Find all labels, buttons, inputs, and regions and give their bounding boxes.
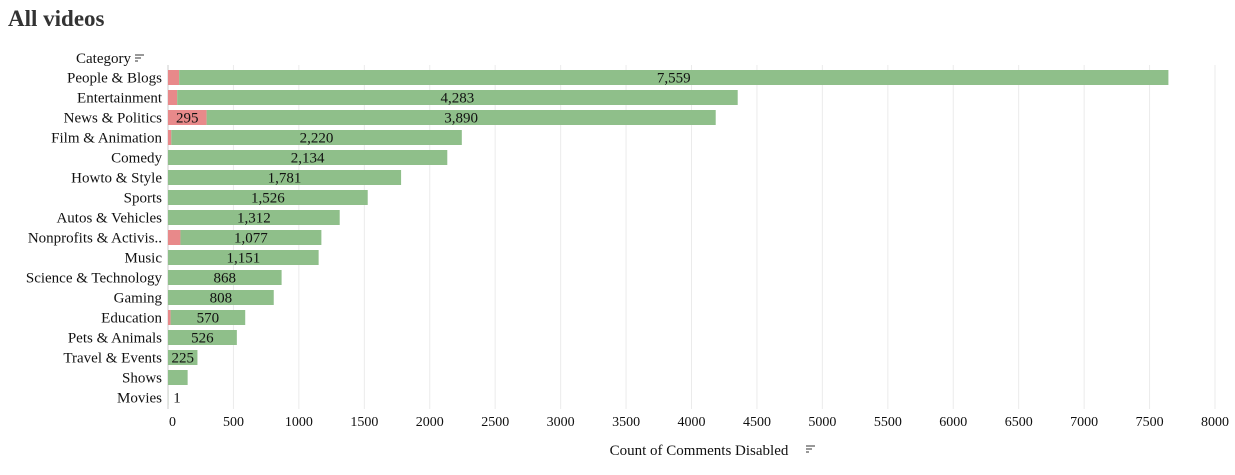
x-tick-label: 5000 bbox=[808, 415, 836, 430]
category-label: Comedy bbox=[111, 151, 162, 167]
data-label: 570 bbox=[197, 311, 220, 327]
bar-segment bbox=[168, 250, 319, 265]
category-label: Science & Technology bbox=[26, 271, 163, 287]
category-label: Shows bbox=[122, 371, 162, 387]
bar-segment bbox=[168, 110, 207, 125]
data-label: 808 bbox=[210, 291, 233, 307]
sort-icon bbox=[135, 54, 144, 62]
bar-segment bbox=[168, 190, 368, 205]
x-tick-label: 1500 bbox=[350, 415, 378, 430]
chart-title: All videos bbox=[8, 6, 105, 31]
bar-segment bbox=[168, 130, 172, 145]
data-label: 7,559 bbox=[657, 71, 691, 87]
bar-segment bbox=[168, 230, 181, 245]
bar-segment bbox=[180, 230, 322, 245]
bar-segment bbox=[168, 330, 237, 345]
x-tick-label: 3500 bbox=[612, 415, 640, 430]
bar-segment bbox=[206, 110, 716, 125]
data-label: 868 bbox=[214, 271, 237, 287]
bar-segment bbox=[168, 150, 448, 165]
data-label: 1 bbox=[173, 391, 181, 407]
x-tick-label: 2000 bbox=[416, 415, 444, 430]
category-label: Nonprofits & Activis.. bbox=[28, 231, 162, 247]
x-tick-label: 1000 bbox=[285, 415, 313, 430]
bar-segment bbox=[171, 130, 462, 145]
category-label: Gaming bbox=[114, 291, 163, 307]
category-label: Movies bbox=[117, 391, 162, 407]
bar-segment bbox=[168, 310, 171, 325]
x-tick-label: 7500 bbox=[1136, 415, 1164, 430]
x-axis-title: Count of Comments Disabled bbox=[610, 443, 789, 459]
x-tick-label: 4000 bbox=[678, 415, 706, 430]
bar-segment bbox=[168, 270, 282, 285]
category-label: News & Politics bbox=[64, 111, 162, 127]
data-label: 2,220 bbox=[300, 131, 334, 147]
x-tick-label: 7000 bbox=[1070, 415, 1098, 430]
x-tick-label: 6500 bbox=[1005, 415, 1033, 430]
x-tick-label: 8000 bbox=[1201, 415, 1229, 430]
data-label: 295 bbox=[176, 111, 199, 127]
data-label: 1,526 bbox=[251, 191, 285, 207]
data-label: 2,134 bbox=[291, 151, 325, 167]
bar-segment bbox=[168, 170, 402, 185]
data-label: 526 bbox=[191, 331, 214, 347]
bar-segment bbox=[170, 310, 246, 325]
category-label: Education bbox=[101, 311, 162, 327]
y-axis-title: Category bbox=[76, 51, 131, 67]
bar-segment bbox=[168, 350, 198, 365]
bar-segment bbox=[168, 90, 178, 105]
data-label: 1,151 bbox=[226, 251, 260, 267]
bar-segment bbox=[168, 290, 274, 305]
x-tick-label: 5500 bbox=[874, 415, 902, 430]
bar-segment bbox=[168, 370, 188, 385]
bar-segment bbox=[168, 70, 180, 85]
data-label: 1,312 bbox=[237, 211, 271, 227]
x-tick-label: 0 bbox=[169, 415, 176, 430]
category-label: Entertainment bbox=[77, 91, 163, 107]
x-tick-label: 2500 bbox=[481, 415, 509, 430]
bar-segment bbox=[177, 90, 738, 105]
sort-icon bbox=[806, 445, 815, 453]
x-tick-label: 500 bbox=[223, 415, 244, 430]
x-tick-label: 3000 bbox=[547, 415, 575, 430]
data-label: 1,781 bbox=[268, 171, 302, 187]
category-label: People & Blogs bbox=[67, 71, 162, 87]
category-label: Music bbox=[125, 251, 163, 267]
data-label: 1,077 bbox=[234, 231, 268, 247]
category-label: Howto & Style bbox=[71, 171, 162, 187]
category-label: Film & Animation bbox=[51, 131, 162, 147]
x-tick-label: 4500 bbox=[743, 415, 771, 430]
data-label: 4,283 bbox=[441, 91, 475, 107]
x-tick-label: 6000 bbox=[939, 415, 967, 430]
category-label: Pets & Animals bbox=[68, 331, 162, 347]
category-label: Travel & Events bbox=[63, 351, 162, 367]
bar-segment bbox=[168, 210, 340, 225]
bar-segment bbox=[179, 70, 1169, 85]
category-label: Autos & Vehicles bbox=[56, 211, 162, 227]
data-label: 225 bbox=[171, 351, 194, 367]
data-label: 3,890 bbox=[444, 111, 478, 127]
category-label: Sports bbox=[124, 191, 163, 207]
